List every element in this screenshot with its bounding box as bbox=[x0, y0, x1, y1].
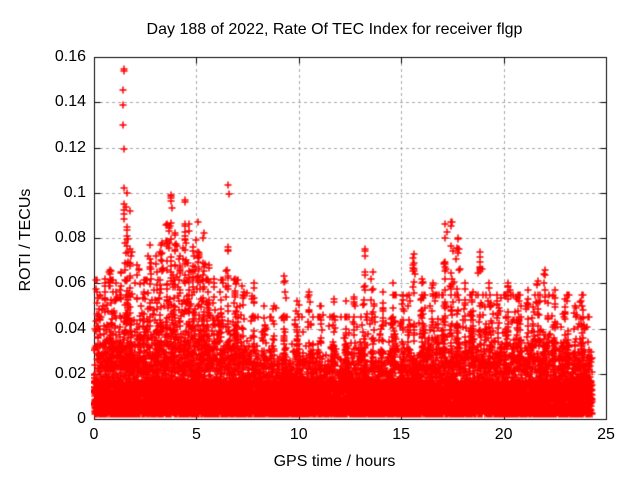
x-tick-label: 0 bbox=[89, 426, 99, 443]
x-tick-label: 5 bbox=[191, 426, 201, 443]
x-axis-label: GPS time / hours bbox=[273, 453, 396, 470]
y-tick-label: 0.04 bbox=[54, 319, 86, 337]
y-tick-label: 0.12 bbox=[54, 138, 86, 156]
y-tick-label: 0 bbox=[77, 410, 86, 427]
y-tick-label: 0.06 bbox=[54, 274, 86, 292]
chart-title: Day 188 of 2022, Rate Of TEC Index for r… bbox=[146, 21, 523, 38]
y-tick-label: 0.08 bbox=[54, 229, 86, 246]
x-tick-label: 15 bbox=[392, 426, 411, 443]
y-tick-label: 0.14 bbox=[54, 93, 86, 111]
y-tick-label: 0.16 bbox=[54, 48, 86, 65]
x-tick-label: 20 bbox=[494, 426, 513, 443]
x-tick-label: 10 bbox=[289, 426, 308, 443]
y-tick-label: 0.1 bbox=[63, 183, 86, 201]
x-tick-label: 25 bbox=[597, 426, 615, 443]
plot-area bbox=[91, 54, 609, 422]
y-tick-label: 0.02 bbox=[54, 364, 86, 382]
